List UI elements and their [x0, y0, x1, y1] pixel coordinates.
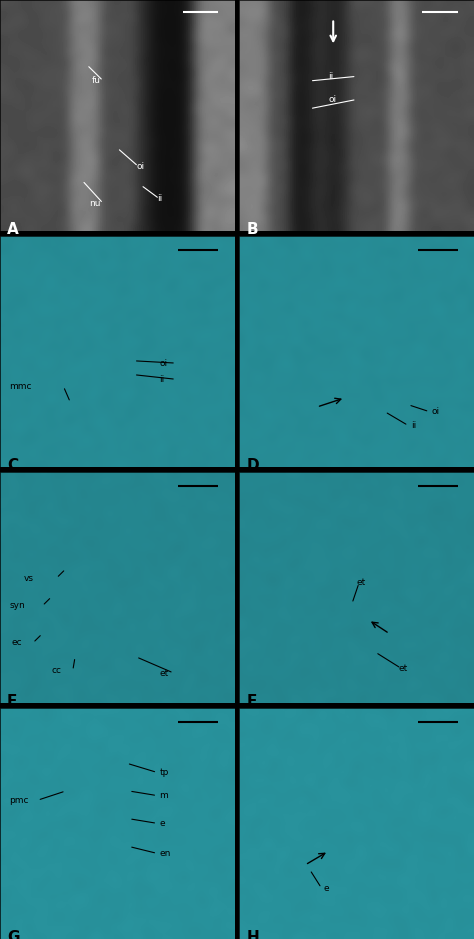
Text: oi: oi: [160, 359, 168, 367]
Text: oi: oi: [432, 408, 440, 416]
Text: pmc: pmc: [9, 795, 29, 805]
Text: ii: ii: [160, 375, 165, 384]
Text: oi: oi: [328, 95, 337, 104]
Text: e: e: [324, 884, 329, 893]
Text: e: e: [160, 819, 165, 828]
Text: syn: syn: [9, 602, 25, 610]
Text: F: F: [246, 694, 257, 709]
Text: ii: ii: [157, 194, 163, 204]
Text: oi: oi: [136, 162, 144, 171]
Text: cc: cc: [52, 666, 62, 675]
Text: G: G: [7, 930, 19, 939]
Text: A: A: [7, 222, 19, 237]
Text: D: D: [246, 458, 259, 473]
Text: ii: ii: [328, 71, 334, 81]
Text: H: H: [246, 930, 259, 939]
Text: C: C: [7, 458, 18, 473]
Text: et: et: [356, 578, 366, 587]
Text: nu: nu: [90, 199, 101, 208]
Text: fu: fu: [92, 76, 101, 85]
Text: et: et: [399, 664, 408, 673]
Text: et: et: [160, 669, 169, 678]
Text: vs: vs: [24, 574, 34, 583]
Text: en: en: [160, 849, 171, 858]
Text: ec: ec: [12, 639, 22, 648]
Text: tp: tp: [160, 768, 169, 777]
Text: ii: ii: [410, 421, 416, 430]
Text: mmc: mmc: [9, 382, 32, 391]
Text: E: E: [7, 694, 18, 709]
Text: m: m: [160, 791, 168, 800]
Text: B: B: [246, 222, 258, 237]
